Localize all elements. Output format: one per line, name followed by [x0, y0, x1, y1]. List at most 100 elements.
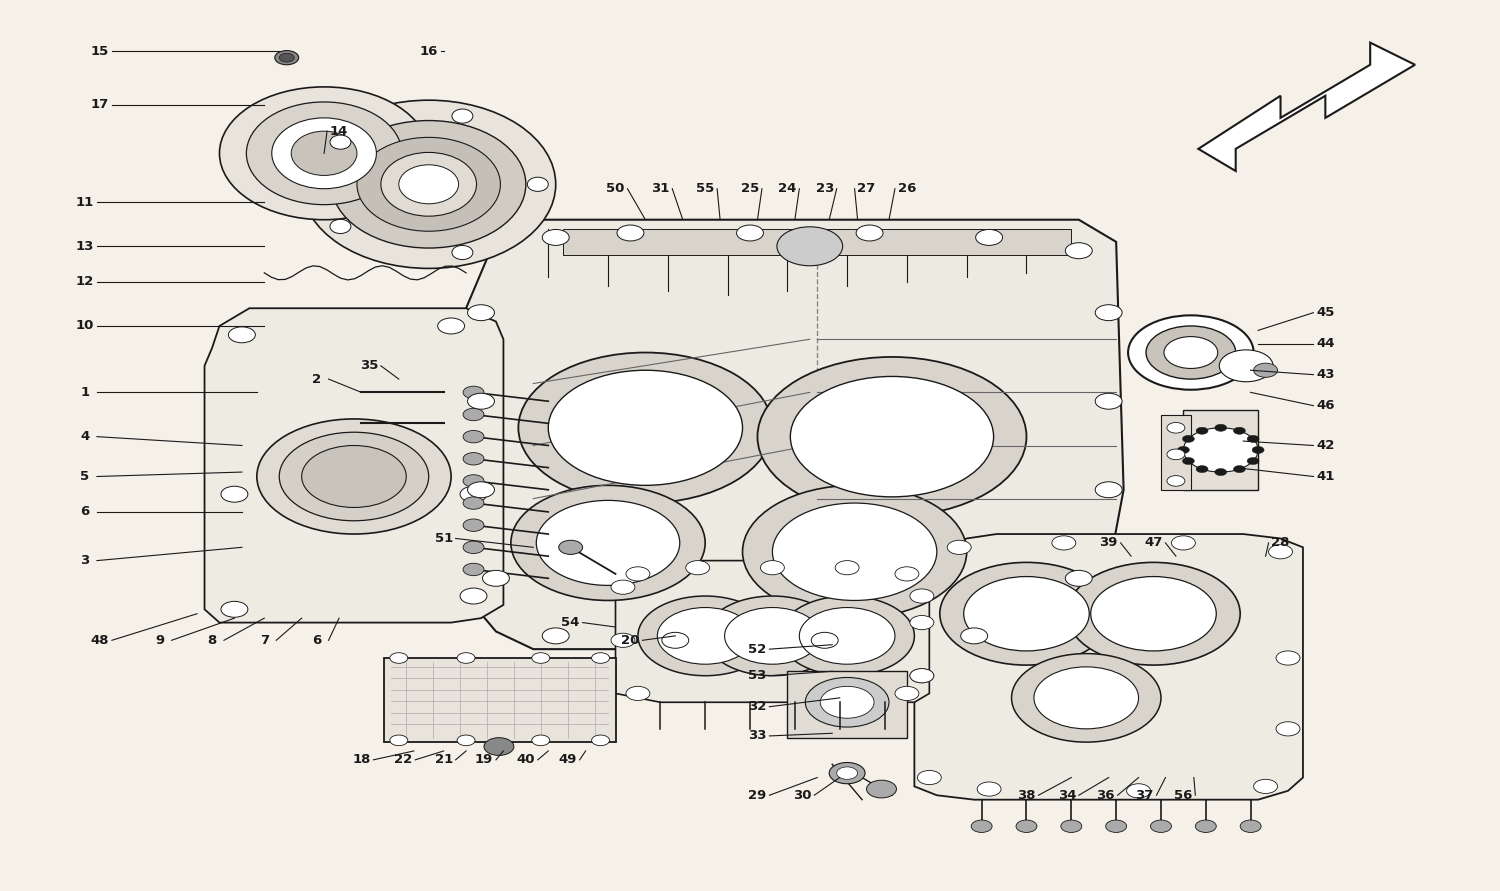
Ellipse shape: [543, 230, 568, 245]
Polygon shape: [1198, 43, 1414, 171]
Text: 40: 40: [516, 753, 536, 766]
Text: 6: 6: [81, 505, 90, 519]
Text: 55: 55: [696, 183, 714, 195]
Ellipse shape: [399, 165, 459, 204]
Polygon shape: [915, 534, 1304, 800]
Ellipse shape: [452, 109, 472, 123]
Text: 47: 47: [1144, 536, 1162, 550]
Ellipse shape: [910, 616, 934, 630]
Ellipse shape: [910, 668, 934, 683]
Ellipse shape: [1167, 422, 1185, 433]
Text: 56: 56: [1174, 789, 1192, 802]
Ellipse shape: [1066, 562, 1240, 665]
Text: 39: 39: [1100, 536, 1118, 550]
Ellipse shape: [1233, 427, 1245, 434]
Text: 25: 25: [741, 183, 759, 195]
Ellipse shape: [279, 432, 429, 520]
Ellipse shape: [357, 137, 501, 232]
Text: 32: 32: [748, 700, 766, 713]
Ellipse shape: [960, 628, 987, 644]
Ellipse shape: [610, 580, 634, 594]
Ellipse shape: [381, 152, 477, 217]
Ellipse shape: [1215, 469, 1227, 476]
Text: 29: 29: [748, 789, 766, 802]
Ellipse shape: [948, 540, 970, 554]
Ellipse shape: [390, 735, 408, 746]
Ellipse shape: [452, 245, 472, 259]
Ellipse shape: [468, 305, 495, 321]
Ellipse shape: [705, 596, 840, 675]
Polygon shape: [204, 308, 504, 623]
Ellipse shape: [626, 686, 650, 700]
Text: 45: 45: [1316, 307, 1335, 319]
Ellipse shape: [724, 608, 821, 664]
Text: 9: 9: [154, 634, 165, 647]
Ellipse shape: [246, 102, 402, 205]
Ellipse shape: [256, 419, 452, 534]
Text: 42: 42: [1316, 439, 1335, 452]
Text: 27: 27: [858, 183, 876, 195]
Text: 16: 16: [420, 45, 438, 58]
Ellipse shape: [616, 225, 644, 241]
Ellipse shape: [896, 686, 920, 700]
Ellipse shape: [1233, 466, 1245, 472]
Ellipse shape: [610, 634, 634, 648]
Ellipse shape: [274, 51, 298, 65]
Text: 15: 15: [92, 45, 110, 58]
Ellipse shape: [1246, 436, 1258, 443]
Text: 38: 38: [1017, 789, 1035, 802]
Ellipse shape: [468, 393, 495, 409]
Ellipse shape: [1095, 305, 1122, 321]
Ellipse shape: [1252, 446, 1264, 454]
Ellipse shape: [219, 87, 429, 220]
Ellipse shape: [228, 327, 255, 343]
Ellipse shape: [279, 53, 294, 62]
Ellipse shape: [1240, 820, 1262, 832]
Text: 34: 34: [1058, 789, 1076, 802]
Ellipse shape: [1196, 427, 1208, 434]
Ellipse shape: [1167, 449, 1185, 460]
Ellipse shape: [836, 560, 860, 575]
Text: 24: 24: [778, 183, 796, 195]
Text: 22: 22: [394, 753, 412, 766]
Ellipse shape: [484, 738, 514, 756]
Text: 36: 36: [1096, 789, 1114, 802]
Ellipse shape: [830, 763, 866, 784]
Text: 50: 50: [606, 183, 624, 195]
Ellipse shape: [464, 497, 484, 510]
Text: 6: 6: [312, 634, 321, 647]
Ellipse shape: [812, 633, 838, 649]
Text: 51: 51: [435, 532, 453, 545]
Ellipse shape: [464, 430, 484, 443]
Text: 2: 2: [312, 372, 321, 386]
Ellipse shape: [940, 562, 1113, 665]
Ellipse shape: [1196, 466, 1208, 472]
Text: 52: 52: [748, 642, 766, 656]
Text: 46: 46: [1316, 399, 1335, 413]
Text: 30: 30: [794, 789, 812, 802]
Ellipse shape: [483, 570, 510, 586]
Ellipse shape: [460, 486, 488, 503]
Ellipse shape: [1090, 576, 1216, 651]
Ellipse shape: [856, 225, 883, 241]
Ellipse shape: [821, 686, 874, 718]
Ellipse shape: [512, 486, 705, 601]
Ellipse shape: [1164, 337, 1218, 369]
Bar: [562, 229, 1071, 255]
Text: 49: 49: [558, 753, 578, 766]
Ellipse shape: [330, 135, 351, 149]
Ellipse shape: [758, 357, 1026, 517]
Ellipse shape: [638, 596, 772, 675]
Ellipse shape: [626, 567, 650, 581]
Text: 31: 31: [651, 183, 669, 195]
Ellipse shape: [910, 668, 934, 683]
Ellipse shape: [438, 318, 465, 334]
Polygon shape: [615, 560, 930, 702]
Ellipse shape: [1276, 651, 1300, 665]
Text: 33: 33: [748, 730, 766, 742]
Ellipse shape: [1215, 424, 1227, 431]
Ellipse shape: [772, 503, 938, 601]
Text: 48: 48: [90, 634, 110, 647]
Ellipse shape: [806, 677, 889, 727]
Ellipse shape: [1011, 654, 1161, 742]
